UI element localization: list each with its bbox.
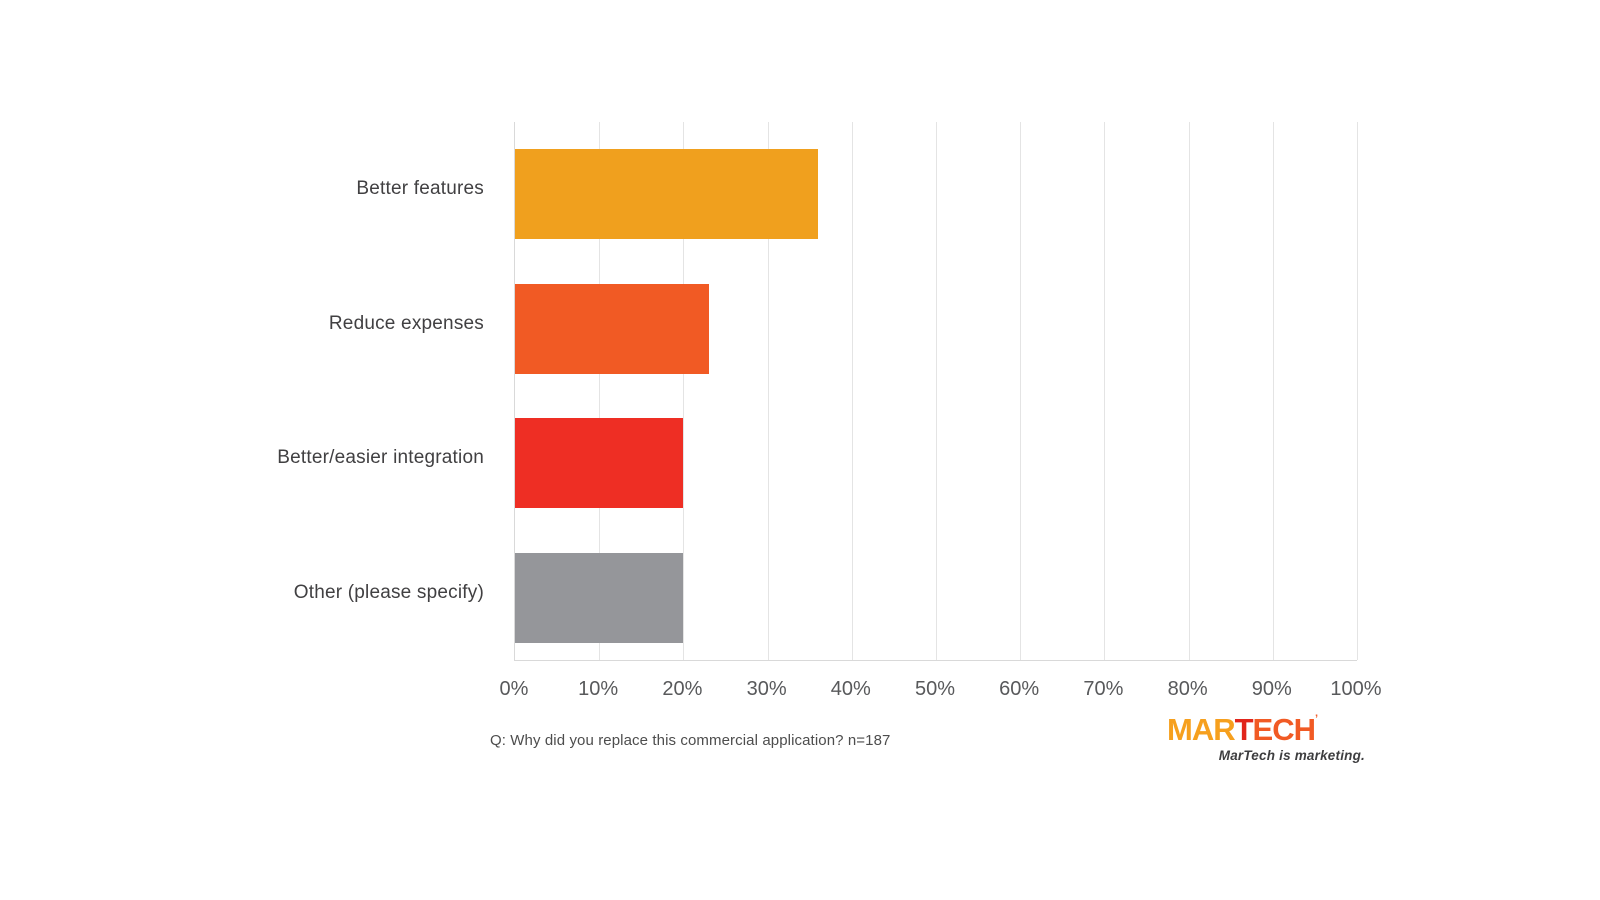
- bar-row: [515, 257, 1357, 392]
- gridline-30%: [767, 122, 769, 660]
- gridline-20%: [683, 122, 685, 660]
- gridline-90%: [1272, 122, 1274, 660]
- x-tick-label: 90%: [1251, 678, 1292, 700]
- martech-wordmark: MARTECH’: [1167, 712, 1365, 747]
- x-tick-label: 40%: [830, 678, 871, 700]
- martech-tagline: MarTech is marketing.: [1218, 748, 1365, 763]
- x-tick-label: 70%: [1083, 678, 1124, 700]
- gridline-50%: [936, 122, 937, 660]
- x-tick-label: 60%: [999, 678, 1040, 700]
- category-label: Reduce expenses: [328, 312, 484, 334]
- x-tick-label: 0%: [499, 678, 529, 700]
- logo-trademark: ’: [1315, 713, 1319, 725]
- logo-text-ech: ECH: [1252, 712, 1316, 747]
- gridline-100%: [1357, 122, 1358, 660]
- logo-text-t: T: [1234, 712, 1254, 747]
- x-tick-label: 10%: [578, 678, 619, 700]
- x-tick-label: 50%: [914, 678, 956, 700]
- gridline-70%: [1104, 122, 1106, 660]
- gridline-80%: [1188, 122, 1190, 660]
- x-tick-label: 100%: [1330, 678, 1382, 700]
- plot-area: [514, 122, 1358, 661]
- bar-better-easier-integration: [515, 418, 684, 508]
- x-tick-label: 20%: [662, 678, 703, 700]
- survey-question-caption: Q: Why did you replace this commercial a…: [490, 732, 891, 749]
- bar-row: [515, 122, 1357, 257]
- gridline-10%: [599, 122, 601, 660]
- logo-text-mar: MAR: [1167, 712, 1236, 747]
- category-axis: Better features Reduce expenses Better/eas…: [0, 122, 484, 660]
- bar-row: [515, 526, 1357, 661]
- bar-other-please-specify-: [515, 552, 684, 643]
- gridline-60%: [1020, 122, 1022, 660]
- bar-reduce-expenses: [515, 283, 709, 374]
- gridline-40%: [851, 122, 853, 660]
- x-tick-label: 30%: [746, 678, 787, 700]
- bar-better-features: [515, 149, 819, 239]
- martech-logo: MARTECH’ MarTech is marketing.: [1167, 712, 1365, 764]
- bar-row: [515, 391, 1357, 526]
- category-label: Other (please specify): [293, 581, 484, 603]
- category-label: Better/easier integration: [277, 447, 484, 469]
- x-tick-label: 80%: [1167, 678, 1208, 700]
- category-label: Better features: [356, 178, 484, 200]
